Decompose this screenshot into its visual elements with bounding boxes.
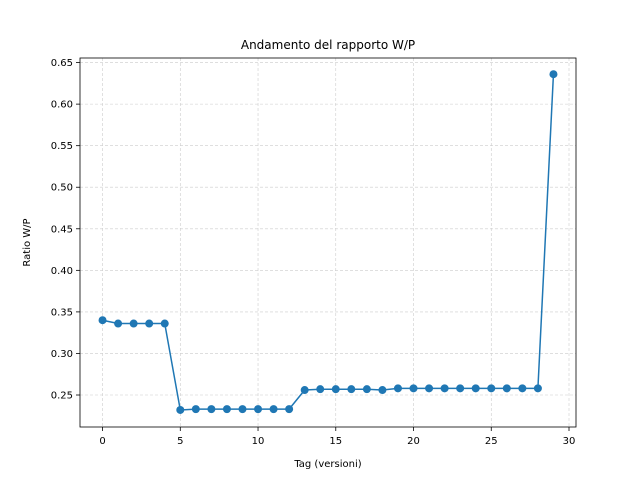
data-point bbox=[160, 319, 169, 328]
y-axis-label: Ratio W/P bbox=[22, 218, 33, 266]
data-point bbox=[456, 384, 465, 393]
data-point bbox=[471, 384, 480, 393]
data-point bbox=[487, 384, 496, 393]
data-point bbox=[254, 405, 263, 414]
data-point bbox=[300, 386, 309, 395]
y-tick-label: 0.65 bbox=[51, 58, 73, 69]
x-tick-label: 25 bbox=[485, 436, 498, 447]
x-tick-label: 0 bbox=[99, 436, 105, 447]
x-axis-label: Tag (versioni) bbox=[293, 459, 361, 470]
series-layer bbox=[98, 70, 558, 414]
data-point bbox=[331, 385, 340, 394]
data-point bbox=[176, 405, 185, 414]
x-axis: 0 5 10 15 20 25 30 bbox=[99, 427, 575, 447]
x-tick-label: 5 bbox=[177, 436, 183, 447]
data-point bbox=[129, 319, 138, 328]
data-point bbox=[191, 405, 200, 414]
data-point bbox=[393, 384, 402, 393]
x-tick-label: 20 bbox=[407, 436, 420, 447]
data-point bbox=[362, 385, 371, 394]
data-point bbox=[285, 405, 294, 414]
data-point bbox=[238, 405, 247, 414]
data-point bbox=[378, 386, 387, 395]
data-point bbox=[549, 70, 558, 79]
y-tick-label: 0.55 bbox=[51, 141, 73, 152]
x-tick-label: 10 bbox=[252, 436, 265, 447]
x-tick-label: 30 bbox=[563, 436, 576, 447]
plot-area-frame bbox=[79, 57, 577, 428]
data-point bbox=[409, 384, 418, 393]
data-point bbox=[145, 319, 154, 328]
data-point bbox=[98, 316, 107, 325]
chart-title: Andamento del rapporto W/P bbox=[241, 38, 415, 52]
y-tick-label: 0.45 bbox=[51, 224, 73, 235]
grid-lines bbox=[80, 58, 576, 427]
data-point bbox=[533, 384, 542, 393]
y-tick-label: 0.25 bbox=[51, 391, 73, 402]
y-tick-label: 0.35 bbox=[51, 307, 73, 318]
y-tick-label: 0.40 bbox=[51, 266, 73, 277]
data-point bbox=[518, 384, 527, 393]
data-point bbox=[425, 384, 434, 393]
data-point bbox=[269, 405, 278, 414]
data-point bbox=[114, 319, 123, 328]
y-tick-label: 0.30 bbox=[51, 349, 73, 360]
y-axis: 0.25 0.30 0.35 0.40 0.45 0.50 0.55 0.60 0.65 bbox=[51, 58, 80, 402]
x-tick-label: 15 bbox=[329, 436, 342, 447]
data-point bbox=[440, 384, 449, 393]
data-point bbox=[502, 384, 511, 393]
data-point bbox=[207, 405, 216, 414]
data-point bbox=[222, 405, 231, 414]
y-tick-label: 0.60 bbox=[51, 100, 73, 111]
data-point bbox=[347, 385, 356, 394]
data-point bbox=[316, 385, 325, 394]
y-tick-label: 0.50 bbox=[51, 183, 73, 194]
